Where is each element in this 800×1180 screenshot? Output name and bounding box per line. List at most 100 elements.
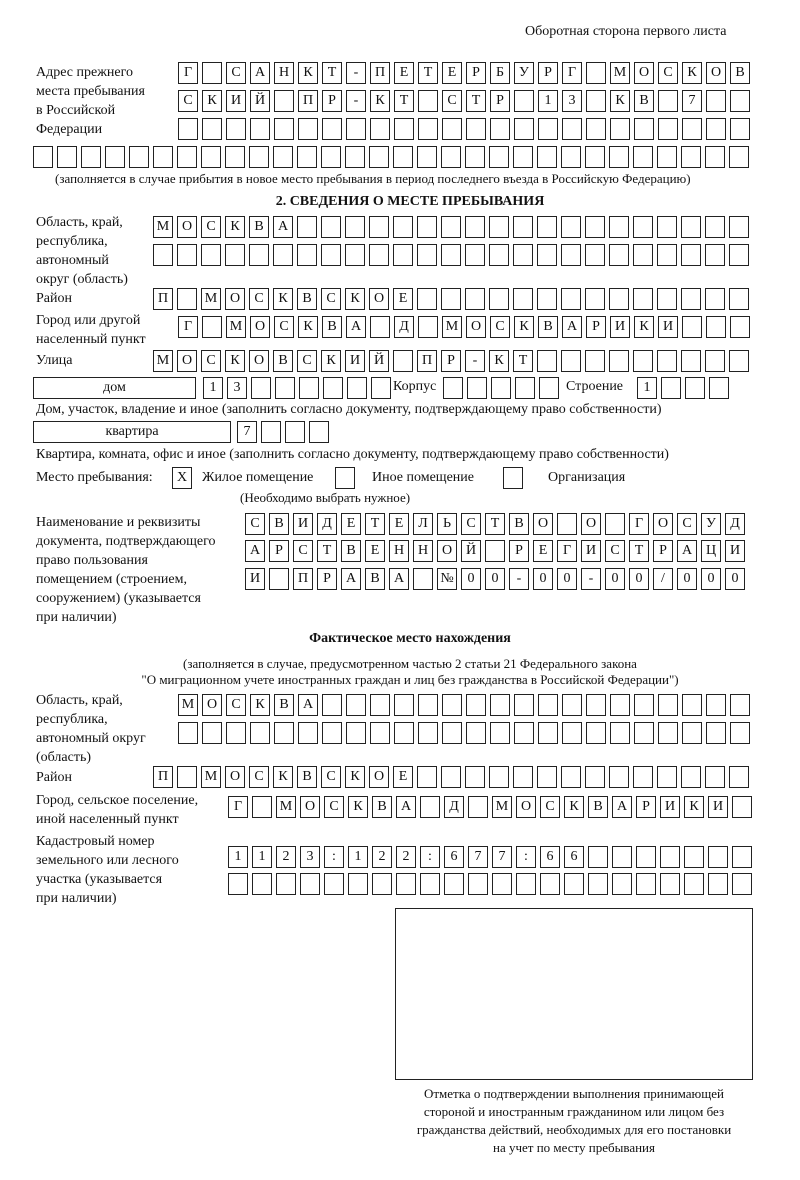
letter-cell[interactable] [609, 244, 629, 266]
letter-cell[interactable]: 1 [228, 846, 248, 868]
letter-cell[interactable]: Т [513, 350, 533, 372]
letter-cell[interactable] [610, 722, 630, 744]
letter-cell[interactable] [561, 146, 581, 168]
letter-cell[interactable]: Ь [437, 513, 457, 535]
letter-cell[interactable] [610, 694, 630, 716]
letter-cell[interactable]: 2 [396, 846, 416, 868]
letter-cell[interactable] [276, 873, 296, 895]
letter-cell[interactable] [226, 118, 246, 140]
letter-cell[interactable] [633, 288, 653, 310]
letter-cell[interactable]: П [298, 90, 318, 112]
letter-cell[interactable]: О [249, 350, 269, 372]
letter-cell[interactable] [705, 766, 725, 788]
letter-cell[interactable] [371, 377, 391, 399]
letter-cell[interactable]: Р [317, 568, 337, 590]
letter-cell[interactable] [202, 316, 222, 338]
letter-cell[interactable] [226, 722, 246, 744]
letter-cell[interactable] [537, 216, 557, 238]
house-type-field[interactable]: дом [33, 377, 196, 399]
letter-cell[interactable]: Р [269, 540, 289, 562]
letter-cell[interactable] [514, 118, 534, 140]
letter-cell[interactable] [393, 216, 413, 238]
letter-cell[interactable] [443, 377, 463, 399]
letter-cell[interactable]: 6 [540, 846, 560, 868]
letter-cell[interactable] [732, 846, 752, 868]
letter-cell[interactable] [322, 694, 342, 716]
letter-cell[interactable]: М [201, 288, 221, 310]
letter-cell[interactable]: : [516, 846, 536, 868]
letter-cell[interactable] [490, 694, 510, 716]
letter-cell[interactable] [513, 288, 533, 310]
letter-cell[interactable]: К [298, 62, 318, 84]
letter-cell[interactable]: И [610, 316, 630, 338]
letter-cell[interactable]: М [492, 796, 512, 818]
letter-cell[interactable] [612, 873, 632, 895]
letter-cell[interactable]: 7 [237, 421, 257, 443]
letter-cell[interactable] [634, 118, 654, 140]
letter-cell[interactable]: О [634, 62, 654, 84]
letter-cell[interactable] [298, 118, 318, 140]
letter-cell[interactable]: 0 [605, 568, 625, 590]
letter-cell[interactable] [586, 694, 606, 716]
letter-cell[interactable] [297, 244, 317, 266]
letter-cell[interactable] [605, 513, 625, 535]
letter-cell[interactable] [417, 244, 437, 266]
letter-cell[interactable] [682, 722, 702, 744]
letter-cell[interactable] [444, 873, 464, 895]
letter-cell[interactable] [682, 118, 702, 140]
letter-cell[interactable]: Т [466, 90, 486, 112]
letter-cell[interactable]: С [178, 90, 198, 112]
letter-cell[interactable]: 2 [372, 846, 392, 868]
checkbox-residential[interactable]: X [172, 467, 192, 489]
letter-cell[interactable] [730, 316, 750, 338]
letter-cell[interactable]: М [178, 694, 198, 716]
letter-cell[interactable] [177, 244, 197, 266]
letter-cell[interactable] [321, 216, 341, 238]
letter-cell[interactable] [585, 288, 605, 310]
letter-cell[interactable]: С [677, 513, 697, 535]
letter-cell[interactable]: № [437, 568, 457, 590]
letter-cell[interactable] [562, 694, 582, 716]
letter-cell[interactable]: К [634, 316, 654, 338]
letter-cell[interactable]: П [153, 288, 173, 310]
letter-cell[interactable]: И [345, 350, 365, 372]
letter-cell[interactable] [489, 288, 509, 310]
letter-cell[interactable]: В [730, 62, 750, 84]
letter-cell[interactable]: О [516, 796, 536, 818]
letter-cell[interactable] [729, 216, 749, 238]
letter-cell[interactable]: : [420, 846, 440, 868]
letter-cell[interactable] [441, 244, 461, 266]
letter-cell[interactable] [322, 118, 342, 140]
letter-cell[interactable]: И [660, 796, 680, 818]
letter-cell[interactable]: Р [636, 796, 656, 818]
letter-cell[interactable] [729, 244, 749, 266]
letter-cell[interactable] [562, 118, 582, 140]
letter-cell[interactable] [345, 146, 365, 168]
letter-cell[interactable] [586, 722, 606, 744]
letter-cell[interactable]: П [417, 350, 437, 372]
letter-cell[interactable]: Й [369, 350, 389, 372]
letter-cell[interactable] [178, 118, 198, 140]
letter-cell[interactable] [657, 766, 677, 788]
letter-cell[interactable] [269, 568, 289, 590]
letter-cell[interactable]: 1 [203, 377, 223, 399]
letter-cell[interactable]: Г [178, 316, 198, 338]
letter-cell[interactable]: С [442, 90, 462, 112]
letter-cell[interactable]: О [706, 62, 726, 84]
letter-cell[interactable] [252, 873, 272, 895]
letter-cell[interactable]: К [273, 288, 293, 310]
letter-cell[interactable]: О [202, 694, 222, 716]
letter-cell[interactable]: 7 [682, 90, 702, 112]
letter-cell[interactable] [225, 146, 245, 168]
letter-cell[interactable]: А [389, 568, 409, 590]
letter-cell[interactable] [297, 216, 317, 238]
letter-cell[interactable]: И [658, 316, 678, 338]
letter-cell[interactable]: С [226, 694, 246, 716]
letter-cell[interactable]: В [297, 766, 317, 788]
letter-cell[interactable] [732, 873, 752, 895]
letter-cell[interactable]: 6 [444, 846, 464, 868]
letter-cell[interactable]: К [225, 216, 245, 238]
letter-cell[interactable] [585, 766, 605, 788]
letter-cell[interactable]: Г [629, 513, 649, 535]
letter-cell[interactable]: Т [418, 62, 438, 84]
